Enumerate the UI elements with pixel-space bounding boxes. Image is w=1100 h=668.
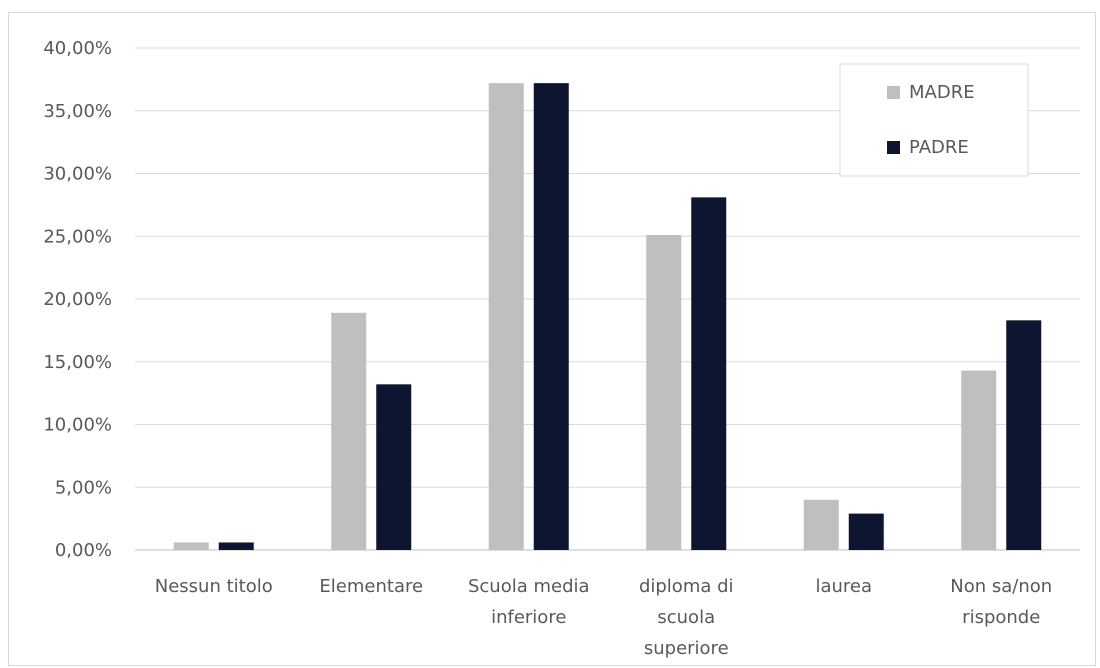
x-category-label: laurea	[815, 576, 872, 597]
bar-madre	[331, 312, 367, 550]
x-category-label: Scuola media	[468, 576, 590, 597]
x-category-label: scuola	[657, 607, 715, 628]
legend: MADRE PADRE	[839, 63, 1029, 177]
y-tick-label: 20,00%	[43, 289, 112, 310]
legend-label-madre: MADRE	[909, 82, 975, 103]
y-tick-label: 35,00%	[43, 101, 112, 122]
legend-label-padre: PADRE	[909, 137, 969, 158]
bar-madre	[961, 370, 997, 550]
bar-madre	[803, 499, 839, 550]
y-tick-label: 5,00%	[55, 477, 112, 498]
bar-madre	[646, 234, 682, 550]
y-tick-label: 15,00%	[43, 352, 112, 373]
x-axis-category-labels: Nessun titolo Elementare Scuola media infer…	[155, 576, 1052, 659]
legend-box	[839, 63, 1029, 177]
y-tick-label: 10,00%	[43, 415, 112, 436]
bar-padre	[1006, 320, 1042, 550]
legend-swatch-padre	[887, 141, 900, 154]
x-category-label: inferiore	[491, 607, 566, 628]
y-axis-tick-labels: 0,00% 5,00% 10,00% 15,00% 20,00% 25,00% 30,00%…	[43, 38, 112, 561]
y-tick-label: 25,00%	[43, 226, 112, 247]
x-category-label: superiore	[644, 638, 729, 659]
bar-padre	[848, 513, 884, 550]
bar-padre	[376, 384, 412, 550]
bar-padre	[533, 83, 569, 550]
y-tick-label: 30,00%	[43, 164, 112, 185]
bar-padre	[218, 542, 254, 550]
bar-padre	[691, 197, 727, 550]
bar-madre	[488, 83, 524, 550]
bars	[173, 83, 1042, 550]
x-category-label: risponde	[962, 607, 1040, 628]
y-tick-label: 0,00%	[55, 540, 112, 561]
bar-madre	[173, 542, 209, 550]
legend-swatch-madre	[887, 86, 900, 99]
x-category-label: Elementare	[319, 576, 423, 597]
y-tick-label: 40,00%	[43, 38, 112, 59]
x-category-label: Nessun titolo	[155, 576, 273, 597]
x-category-label: Non sa/non	[950, 576, 1052, 597]
x-category-label: diploma di	[639, 576, 734, 597]
